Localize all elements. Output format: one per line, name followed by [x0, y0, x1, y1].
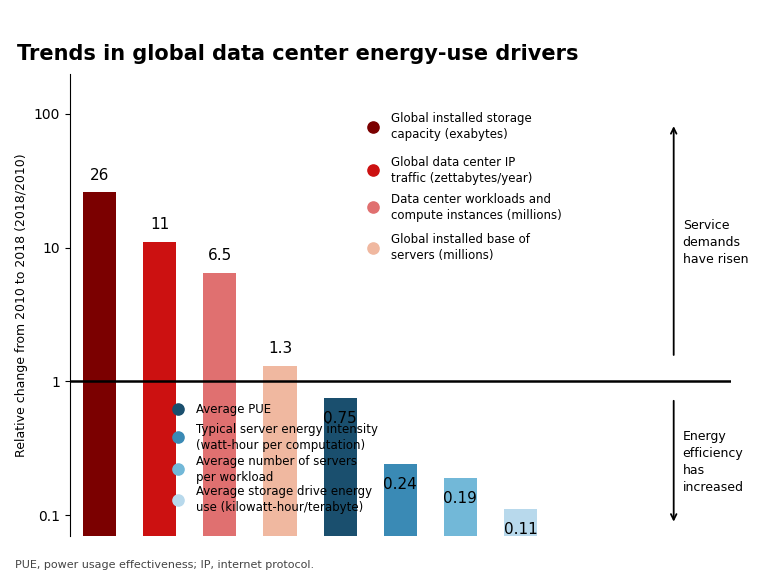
- Point: [172, 465, 184, 474]
- Text: 1.3: 1.3: [268, 342, 292, 357]
- Point: [367, 243, 379, 252]
- Text: 11: 11: [151, 218, 170, 233]
- Point: [172, 433, 184, 442]
- Text: 0.24: 0.24: [383, 477, 417, 492]
- Y-axis label: Relative change from 2010 to 2018 (2018/2010): Relative change from 2010 to 2018 (2018/…: [15, 153, 28, 457]
- Text: Global installed base of
servers (millions): Global installed base of servers (millio…: [391, 233, 530, 262]
- Text: Average storage drive energy
use (kilowatt-hour/terabyte): Average storage drive energy use (kilowa…: [196, 485, 372, 514]
- Text: Trends in global data center energy-use drivers: Trends in global data center energy-use …: [17, 44, 578, 64]
- Bar: [204, 272, 237, 576]
- Text: Global data center IP
traffic (zettabytes/year): Global data center IP traffic (zettabyte…: [391, 156, 532, 185]
- Text: 6.5: 6.5: [208, 248, 232, 263]
- Text: Energy
efficiency
has
increased: Energy efficiency has increased: [683, 430, 743, 494]
- Text: Service
demands
have risen: Service demands have risen: [683, 218, 748, 266]
- Bar: [504, 509, 537, 576]
- Point: [367, 203, 379, 212]
- Text: 0.75: 0.75: [323, 411, 357, 426]
- Text: 0.11: 0.11: [504, 522, 538, 537]
- Text: Typical server energy intensity
(watt-hour per computation): Typical server energy intensity (watt-ho…: [196, 423, 378, 452]
- Point: [172, 404, 184, 414]
- Point: [172, 495, 184, 505]
- Bar: [144, 242, 177, 576]
- Bar: [83, 192, 116, 576]
- Point: [367, 165, 379, 175]
- Bar: [444, 478, 477, 576]
- Text: Average PUE: Average PUE: [196, 403, 271, 415]
- Bar: [384, 464, 417, 576]
- Text: 26: 26: [90, 168, 109, 183]
- Text: Data center workloads and
compute instances (millions): Data center workloads and compute instan…: [391, 193, 562, 222]
- Point: [367, 122, 379, 131]
- Text: PUE, power usage effectiveness; IP, internet protocol.: PUE, power usage effectiveness; IP, inte…: [15, 560, 314, 570]
- Bar: [323, 398, 356, 576]
- Text: Average number of servers
per workload: Average number of servers per workload: [196, 454, 357, 484]
- Text: Global installed storage
capacity (exabytes): Global installed storage capacity (exaby…: [391, 112, 532, 141]
- Bar: [263, 366, 296, 576]
- Text: 0.19: 0.19: [443, 491, 477, 506]
